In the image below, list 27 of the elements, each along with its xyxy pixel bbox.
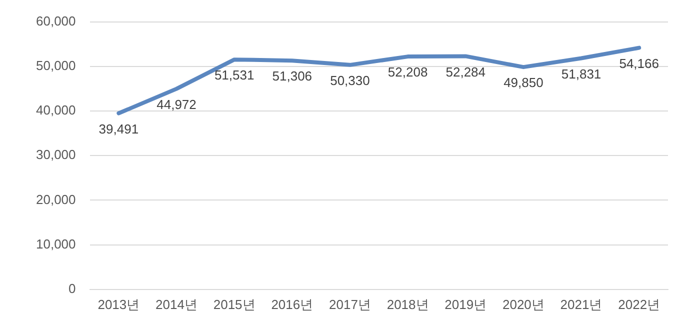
x-tick-label: 2013년 [98,296,140,312]
data-label: 51,531 [214,68,254,83]
y-tick-label: 10,000 [36,236,76,252]
data-label: 39,491 [98,121,139,136]
data-label: 52,284 [446,64,486,80]
x-tick-label: 2022년 [618,296,660,312]
y-tick-label: 20,000 [36,192,76,207]
data-label: 54,166 [619,56,659,71]
data-label: 51,306 [272,68,312,84]
y-tick-label: 0 [68,280,76,296]
data-label: 50,330 [330,73,370,88]
data-label: 44,972 [156,96,196,112]
x-tick-label: 2015년 [213,296,256,312]
y-tick-label: 30,000 [36,147,76,162]
y-tick-label: 50,000 [36,58,76,73]
y-tick-label: 40,000 [36,102,76,118]
x-tick-label: 2018년 [386,296,429,312]
x-tick-label: 2014년 [156,296,198,312]
x-tick-label: 2021년 [560,296,602,312]
x-tick-label: 2020년 [502,296,544,312]
data-label: 51,831 [561,66,602,82]
data-label: 49,850 [504,75,544,90]
y-tick-label: 60,000 [36,13,76,28]
x-tick-label: 2017년 [329,296,371,312]
data-label: 52,208 [388,64,428,80]
x-tick-label: 2016년 [271,296,314,312]
x-tick-label: 2019년 [444,296,487,312]
